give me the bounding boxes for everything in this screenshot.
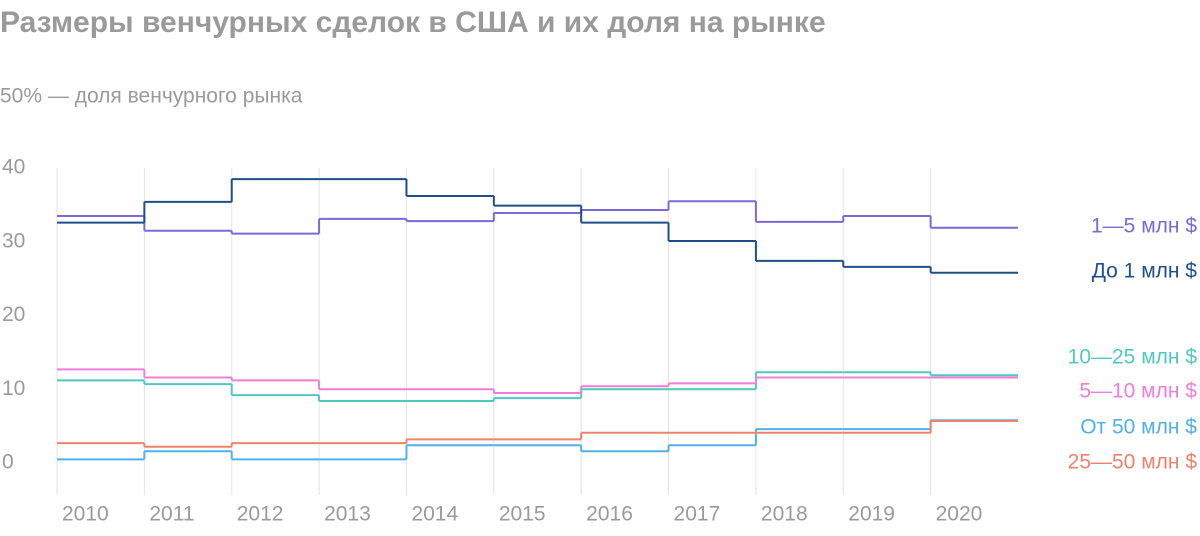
legend-label: 5—10 млн $ xyxy=(1079,380,1197,403)
x-tick-label: 2015 xyxy=(499,503,546,526)
x-tick-label: 2010 xyxy=(62,503,109,526)
legend-label: 10—25 млн $ xyxy=(1068,346,1198,369)
legend-label: 1—5 млн $ xyxy=(1091,215,1197,238)
legend-label: 25—50 млн $ xyxy=(1068,451,1198,474)
y-tick-label: 0 xyxy=(2,451,14,474)
legend-label: До 1 млн $ xyxy=(1092,260,1198,283)
x-tick-label: 2012 xyxy=(237,503,284,526)
x-tick-label: 2011 xyxy=(149,503,194,526)
y-tick-label: 10 xyxy=(2,377,25,400)
chart-subtitle: 50% — доля венчурного рынка xyxy=(0,85,303,108)
chart-title: Размеры венчурных сделок в США и их доля… xyxy=(0,6,826,39)
x-tick-label: 2016 xyxy=(586,503,633,526)
x-tick-label: 2017 xyxy=(674,503,721,526)
legend-label: От 50 млн $ xyxy=(1080,416,1197,439)
x-tick-label: 2019 xyxy=(848,503,895,526)
y-tick-label: 20 xyxy=(2,303,25,326)
x-tick-label: 2020 xyxy=(936,503,983,526)
x-tick-label: 2014 xyxy=(411,503,458,526)
x-tick-label: 2013 xyxy=(324,503,371,526)
x-tick-label: 2018 xyxy=(761,503,808,526)
y-tick-label: 40 xyxy=(2,156,25,179)
y-tick-label: 30 xyxy=(2,229,25,252)
